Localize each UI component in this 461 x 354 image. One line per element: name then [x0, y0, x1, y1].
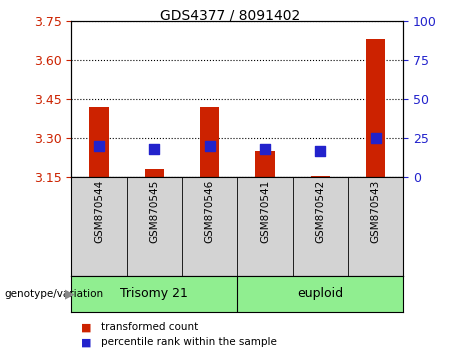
- Bar: [366, 39, 385, 177]
- Text: GSM870543: GSM870543: [371, 180, 381, 243]
- Text: GSM870542: GSM870542: [315, 180, 325, 243]
- Point: [95, 143, 103, 149]
- Text: transformed count: transformed count: [101, 322, 199, 332]
- Text: ■: ■: [81, 337, 91, 347]
- Text: GSM870541: GSM870541: [260, 180, 270, 243]
- Point: [372, 135, 379, 141]
- Text: Trisomy 21: Trisomy 21: [120, 287, 189, 300]
- Bar: [89, 107, 109, 177]
- Text: euploid: euploid: [297, 287, 343, 300]
- Bar: [255, 151, 275, 177]
- Point: [206, 143, 213, 149]
- Text: ▶: ▶: [65, 287, 74, 300]
- Bar: [311, 176, 330, 177]
- Text: GSM870544: GSM870544: [94, 180, 104, 243]
- Point: [261, 146, 269, 152]
- Text: percentile rank within the sample: percentile rank within the sample: [101, 337, 278, 347]
- Text: genotype/variation: genotype/variation: [5, 289, 104, 299]
- Text: GSM870545: GSM870545: [149, 180, 160, 243]
- Text: GDS4377 / 8091402: GDS4377 / 8091402: [160, 9, 301, 23]
- Bar: [200, 107, 219, 177]
- Point: [317, 148, 324, 153]
- Text: ■: ■: [81, 322, 91, 332]
- Text: GSM870546: GSM870546: [205, 180, 215, 243]
- Point: [151, 146, 158, 152]
- Bar: [145, 169, 164, 177]
